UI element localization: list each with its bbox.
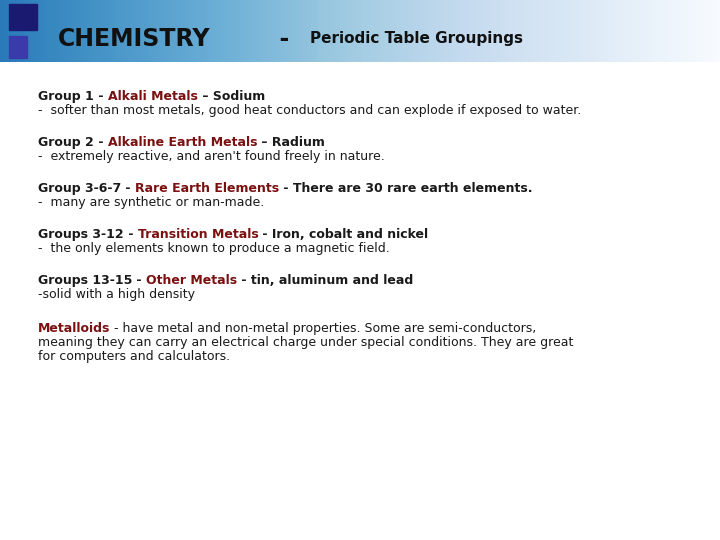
Text: -: - xyxy=(124,228,138,241)
Text: -: - xyxy=(263,26,305,51)
Text: – Radium: – Radium xyxy=(257,136,325,149)
Text: Alkali Metals: Alkali Metals xyxy=(107,90,197,103)
Text: -: - xyxy=(121,182,135,195)
Text: – Sodium: – Sodium xyxy=(197,90,265,103)
Text: Alkaline Earth Metals: Alkaline Earth Metals xyxy=(107,136,257,149)
Text: -  extremely reactive, and aren't found freely in nature.: - extremely reactive, and aren't found f… xyxy=(38,150,384,163)
Text: -: - xyxy=(132,274,146,287)
Text: - tin, aluminum and lead: - tin, aluminum and lead xyxy=(238,274,413,287)
Text: for computers and calculators.: for computers and calculators. xyxy=(38,350,230,363)
Text: CHEMISTRY: CHEMISTRY xyxy=(58,26,210,51)
Text: Groups 13-15: Groups 13-15 xyxy=(38,274,132,287)
Text: -solid with a high density: -solid with a high density xyxy=(38,288,195,301)
Text: Group 3-6-7: Group 3-6-7 xyxy=(38,182,121,195)
Text: Metalloids: Metalloids xyxy=(38,322,110,335)
Text: - Iron, cobalt and nickel: - Iron, cobalt and nickel xyxy=(258,228,428,241)
Text: -: - xyxy=(94,136,107,149)
Text: Groups 3-12: Groups 3-12 xyxy=(38,228,124,241)
Text: -  the only elements known to produce a magnetic field.: - the only elements known to produce a m… xyxy=(38,242,390,255)
Text: -  many are synthetic or man-made.: - many are synthetic or man-made. xyxy=(38,196,264,209)
Text: Group 1: Group 1 xyxy=(38,90,94,103)
Text: -  softer than most metals, good heat conductors and can explode if exposed to w: - softer than most metals, good heat con… xyxy=(38,104,581,117)
Text: Group 2: Group 2 xyxy=(38,136,94,149)
Bar xyxy=(9,4,37,30)
Text: - have metal and non-metal properties. Some are semi-conductors,: - have metal and non-metal properties. S… xyxy=(110,322,536,335)
Text: Rare Earth Elements: Rare Earth Elements xyxy=(135,182,279,195)
Text: meaning they can carry an electrical charge under special conditions. They are g: meaning they can carry an electrical cha… xyxy=(38,336,573,349)
Text: Periodic Table Groupings: Periodic Table Groupings xyxy=(310,31,523,46)
Text: - There are 30 rare earth elements.: - There are 30 rare earth elements. xyxy=(279,182,533,195)
Text: Other Metals: Other Metals xyxy=(146,274,238,287)
Text: -: - xyxy=(94,90,107,103)
Bar xyxy=(9,36,27,58)
Text: Transition Metals: Transition Metals xyxy=(138,228,258,241)
